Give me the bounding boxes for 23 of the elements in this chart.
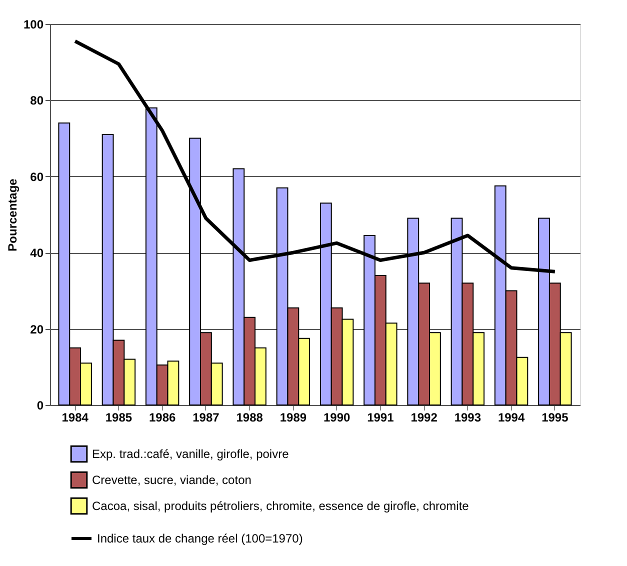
legend-label: Crevette, sucre, viande, coton — [92, 473, 252, 487]
y-tick-label: 80 — [30, 94, 44, 108]
legend-label: Indice taux de change réel (100=1970) — [97, 532, 303, 546]
legend-label: Cacoa, sisal, produits pétroliers, chromite, essence de girofle, chromite — [92, 499, 470, 513]
y-tick-label: 20 — [30, 322, 44, 336]
y-axis-title: Pourcentage — [5, 178, 20, 252]
y-tick-label: 60 — [30, 170, 44, 184]
x-tick-label: 1988 — [236, 410, 264, 424]
legend-label: Exp. trad.:café, vanille, girofle, poivre — [92, 447, 290, 461]
x-tick-label: 1992 — [410, 410, 438, 424]
x-tick-label: 1991 — [367, 410, 394, 424]
x-tick-label: 1987 — [192, 410, 220, 424]
x-tick-label: 1995 — [542, 410, 569, 424]
y-tick-label: 100 — [23, 18, 44, 32]
y-tick-label: 0 — [36, 398, 44, 412]
y-tick-label: 40 — [30, 246, 44, 260]
x-tick-label: 1990 — [323, 410, 350, 424]
x-tick-label: 1993 — [454, 410, 482, 424]
x-tick-label: 1985 — [105, 410, 132, 424]
x-tick-label: 1994 — [498, 410, 525, 424]
x-tick-label: 1986 — [148, 410, 176, 424]
x-tick-label: 1989 — [280, 410, 307, 424]
x-tick-label: 1984 — [62, 410, 89, 424]
